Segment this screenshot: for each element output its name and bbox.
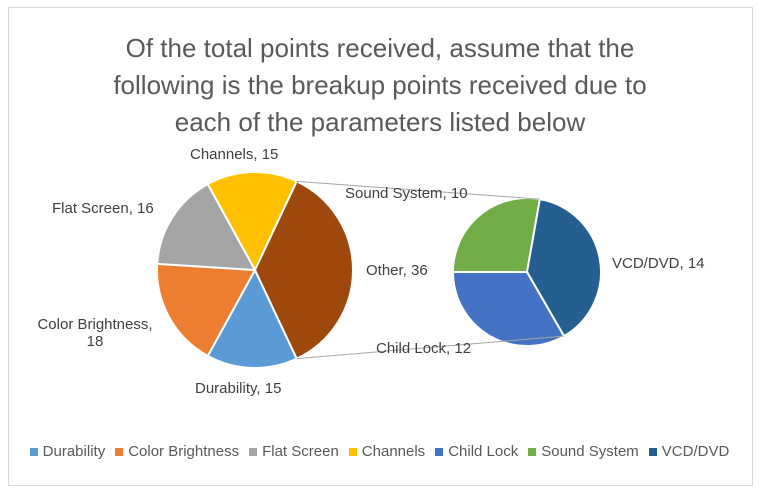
legend-item-sound-system: Sound System — [528, 443, 639, 460]
secondary-slice-sound-system — [451, 197, 542, 273]
legend-swatch — [528, 447, 537, 456]
primary-slice-durability — [206, 267, 299, 369]
legend-label: Durability — [42, 443, 106, 460]
legend-item-flat-screen: Flat Screen — [249, 443, 339, 460]
primary-slice-other — [253, 179, 354, 361]
legend-swatch — [249, 447, 258, 456]
legend-item-channels: Channels — [348, 443, 426, 460]
legend-swatch — [348, 447, 357, 456]
legend: Durability Color Brightness Flat Screen Cha… — [0, 443, 759, 460]
label-other: Other, 36 — [366, 262, 428, 279]
legend-swatch — [435, 447, 444, 456]
label-color-brightness-text: Color Brightness, 18 — [37, 316, 153, 350]
legend-swatch — [29, 447, 38, 456]
label-vcd-dvd: VCD/DVD, 14 — [612, 255, 705, 272]
legend-swatch — [648, 447, 657, 456]
label-color-brightness: Color Brightness, 18 — [30, 316, 160, 350]
title-line: following is the breakup points received… — [113, 70, 647, 100]
primary-slice-channels — [206, 171, 299, 273]
secondary-slice-child-lock — [451, 271, 566, 347]
legend-item-color-brightness: Color Brightness — [115, 443, 239, 460]
label-sound-system: Sound System, 10 — [345, 185, 468, 202]
label-durability: Durability, 15 — [195, 380, 282, 397]
legend-label: VCD/DVD — [661, 443, 730, 460]
connector-line-bottom — [296, 335, 565, 360]
label-child-lock: Child Lock, 12 — [376, 340, 472, 357]
legend-item-child-lock: Child Lock — [435, 443, 518, 460]
title-line: Of the total points received, assume tha… — [125, 33, 635, 63]
legend-label: Color Brightness — [128, 443, 240, 460]
legend-label: Sound System — [541, 443, 639, 460]
legend-label: Flat Screen — [262, 443, 339, 460]
secondary-slice-vcd-dvd — [525, 197, 602, 338]
label-flat-screen: Flat Screen, 16 — [52, 200, 154, 217]
legend-label: Channels — [361, 443, 426, 460]
primary-slice-flat-screen — [156, 182, 257, 272]
connector-line-top — [296, 180, 540, 200]
legend-label: Child Lock — [448, 443, 519, 460]
label-channels: Channels, 15 — [190, 146, 279, 163]
title-line: each of the parameters listed below — [174, 107, 586, 137]
legend-swatch — [115, 447, 124, 456]
chart-title: Of the total points received, assume tha… — [60, 30, 700, 141]
chart-border — [8, 7, 753, 486]
legend-item-vcd-dvd: VCD/DVD — [648, 443, 730, 460]
primary-slice-color-brightness — [156, 262, 257, 358]
legend-item-durability: Durability — [29, 443, 106, 460]
